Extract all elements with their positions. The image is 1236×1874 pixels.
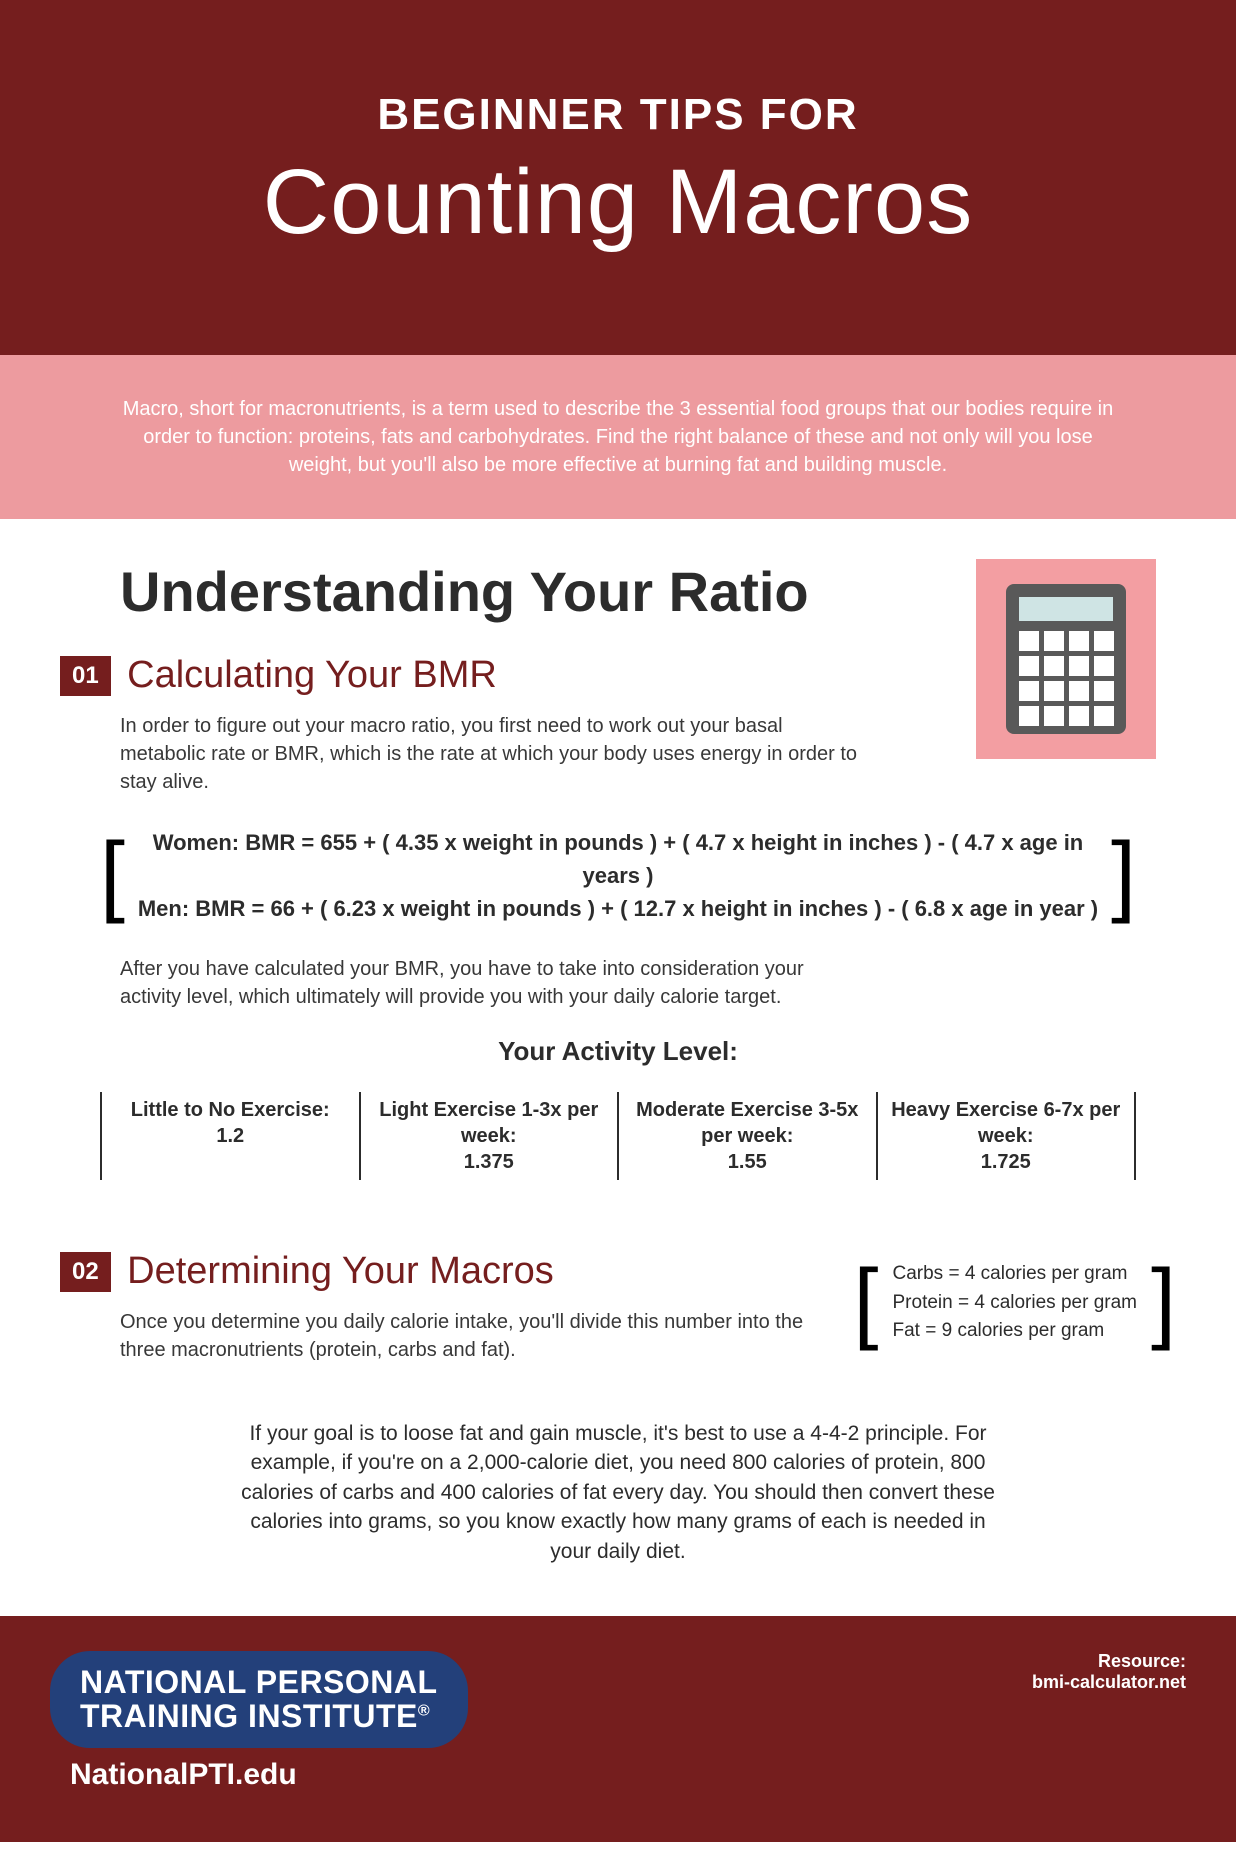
activity-item: Light Exercise 1-3x per week: 1.375 [359, 1092, 618, 1180]
header-band: BEGINNER TIPS FOR Counting Macros [0, 0, 1236, 355]
logo-line2-text: TRAINING INSTITUTE [80, 1698, 418, 1734]
bracket-right-icon: ] [1151, 1271, 1176, 1334]
activity-value: 1.2 [112, 1123, 349, 1149]
calories-box: [ Carbs = 4 calories per gram Protein = … [853, 1260, 1176, 1346]
activity-label: Moderate Exercise 3-5x per week: [629, 1097, 866, 1149]
footer-right: Resource: bmi-calculator.net [1032, 1651, 1186, 1693]
formula-women: Women: BMR = 655 + ( 4.35 x weight in po… [135, 826, 1101, 892]
step1-number: 01 [60, 656, 111, 696]
logo-pill: NATIONAL PERSONAL TRAINING INSTITUTE® [50, 1651, 468, 1748]
activity-title: Your Activity Level: [60, 1036, 1176, 1067]
calculator-icon [1001, 579, 1131, 739]
footer-left: NATIONAL PERSONAL TRAINING INSTITUTE® Na… [50, 1651, 468, 1792]
activity-value: 1.375 [371, 1149, 608, 1175]
bracket-left-icon: [ [853, 1271, 878, 1334]
activity-item: Moderate Exercise 3-5x per week: 1.55 [617, 1092, 876, 1180]
activity-label: Light Exercise 1-3x per week: [371, 1097, 608, 1149]
step2-number: 02 [60, 1252, 111, 1292]
registered-icon: ® [418, 1702, 430, 1719]
activity-item: Little to No Exercise: 1.2 [100, 1092, 359, 1180]
formula-content: Women: BMR = 655 + ( 4.35 x weight in po… [125, 821, 1111, 930]
logo-line2: TRAINING INSTITUTE® [80, 1700, 438, 1734]
step1-desc: In order to figure out your macro ratio,… [120, 712, 870, 796]
main-content: Understanding Your Ratio 01 Calculating … [0, 519, 1236, 1616]
formula-box: [ Women: BMR = 655 + ( 4.35 x weight in … [100, 821, 1136, 930]
activity-value: 1.725 [888, 1149, 1125, 1175]
conclusion-text: If your goal is to loose fat and gain mu… [238, 1419, 998, 1566]
calories-line: Protein = 4 calories per gram [893, 1289, 1137, 1318]
activity-label: Heavy Exercise 6-7x per week: [888, 1097, 1125, 1149]
bracket-right-icon: ] [1111, 844, 1136, 907]
resource-link: bmi-calculator.net [1032, 1672, 1186, 1693]
header-title: Counting Macros [40, 150, 1196, 255]
intro-text: Macro, short for macronutrients, is a te… [120, 395, 1116, 479]
calories-line: Fat = 9 calories per gram [893, 1317, 1137, 1346]
header-pretitle: BEGINNER TIPS FOR [40, 90, 1196, 140]
step2-row: 02 Determining Your Macros Once you dete… [60, 1250, 1176, 1389]
activity-row: Little to No Exercise: 1.2 Light Exercis… [100, 1092, 1136, 1180]
calories-line: Carbs = 4 calories per gram [893, 1260, 1137, 1289]
footer-url: NationalPTI.edu [70, 1758, 468, 1792]
step1-desc2: After you have calculated your BMR, you … [120, 955, 870, 1011]
calories-content: Carbs = 4 calories per gram Protein = 4 … [879, 1260, 1151, 1346]
step2-desc: Once you determine you daily calorie int… [120, 1308, 820, 1364]
bracket-left-icon: [ [100, 844, 125, 907]
activity-label: Little to No Exercise: [112, 1097, 349, 1123]
step1-title: Calculating Your BMR [127, 654, 497, 696]
activity-item: Heavy Exercise 6-7x per week: 1.725 [876, 1092, 1137, 1180]
resource-label: Resource: [1032, 1651, 1186, 1672]
step2-header: 02 Determining Your Macros [60, 1250, 823, 1293]
activity-value: 1.55 [629, 1149, 866, 1175]
calculator-icon-box [976, 559, 1156, 759]
footer-band: NATIONAL PERSONAL TRAINING INSTITUTE® Na… [0, 1616, 1236, 1842]
formula-men: Men: BMR = 66 + ( 6.23 x weight in pound… [135, 892, 1101, 925]
step2-left: 02 Determining Your Macros Once you dete… [60, 1250, 823, 1389]
intro-band: Macro, short for macronutrients, is a te… [0, 355, 1236, 519]
step2-title: Determining Your Macros [127, 1250, 554, 1292]
logo-line1: NATIONAL PERSONAL [80, 1666, 438, 1700]
